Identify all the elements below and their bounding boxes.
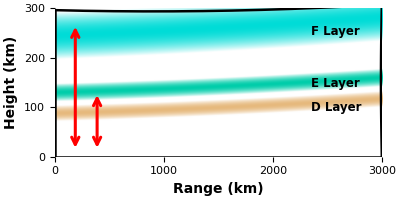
Text: E Layer: E Layer (311, 77, 360, 90)
Text: D Layer: D Layer (311, 101, 362, 114)
Text: F Layer: F Layer (311, 25, 360, 38)
X-axis label: Range (km): Range (km) (173, 182, 264, 196)
Y-axis label: Height (km): Height (km) (4, 36, 18, 129)
